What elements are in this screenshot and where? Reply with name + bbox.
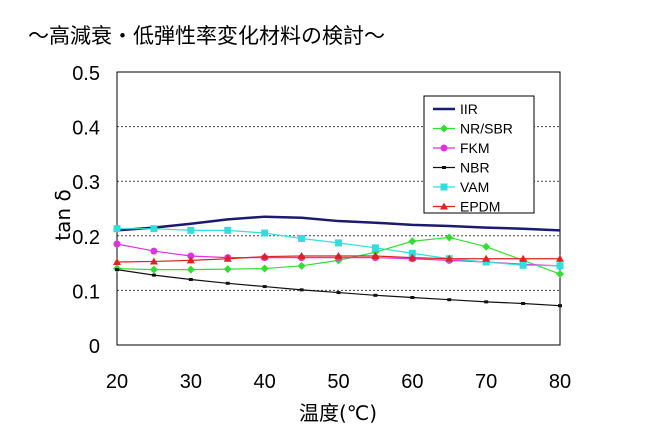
data-point-vam xyxy=(519,261,527,269)
y-tick-label: 0 xyxy=(89,336,100,358)
legend-marker-nbr xyxy=(442,166,446,169)
data-point-nrsbr xyxy=(408,237,417,246)
x-axis-label: 温度(℃) xyxy=(299,401,377,425)
data-point-nbr xyxy=(115,268,119,272)
data-point-nbr xyxy=(262,285,267,289)
x-tick-label: 70 xyxy=(475,371,497,393)
data-point-fkm xyxy=(187,252,195,260)
chart-title: ～高減衰・低弾性率変化材料の検討～ xyxy=(28,24,385,48)
x-tick-label: 50 xyxy=(327,371,349,393)
data-point-epdm xyxy=(482,254,491,262)
legend-label-nrsbr: NR/SBR xyxy=(460,121,513,137)
data-point-vam xyxy=(187,226,195,234)
x-tick-label: 20 xyxy=(106,371,128,393)
data-point-nrsbr xyxy=(260,264,269,273)
plot-frame xyxy=(116,71,561,346)
data-point-epdm xyxy=(149,257,158,265)
y-tick-label: 0.4 xyxy=(72,118,100,140)
x-tick-label: 80 xyxy=(549,371,571,393)
legend-marker-nrsbr xyxy=(440,124,448,133)
data-point-nrsbr xyxy=(445,233,454,242)
data-point-epdm xyxy=(223,254,232,262)
data-point-vam xyxy=(150,225,158,233)
data-point-epdm xyxy=(371,252,380,260)
x-tick-label: 40 xyxy=(254,371,276,393)
data-point-vam xyxy=(261,229,269,237)
data-point-vam xyxy=(224,226,232,234)
data-point-fkm xyxy=(150,247,158,255)
data-point-epdm xyxy=(334,252,343,260)
data-point-nrsbr xyxy=(482,242,491,251)
data-point-epdm xyxy=(408,253,417,261)
series-line-iir xyxy=(116,215,561,232)
data-point-vam xyxy=(371,244,379,252)
data-point-fkm xyxy=(113,240,121,248)
data-point-vam xyxy=(113,225,121,233)
x-tick-label: 60 xyxy=(401,371,423,393)
data-point-vam xyxy=(335,239,342,247)
data-point-nbr xyxy=(447,298,452,302)
y-tick-label: 0.1 xyxy=(72,281,100,303)
legend-label-vam: VAM xyxy=(460,179,489,195)
data-point-vam xyxy=(298,235,306,243)
data-point-nbr xyxy=(225,281,230,285)
y-tick-label: 0.2 xyxy=(72,227,100,249)
data-point-nbr xyxy=(373,293,378,297)
data-point-nrsbr xyxy=(149,265,158,274)
x-tick-label: 30 xyxy=(180,371,202,393)
legend-label-epdm: EPDM xyxy=(460,199,500,215)
data-point-epdm xyxy=(260,252,269,260)
data-point-epdm xyxy=(519,254,528,262)
legend-marker-vam xyxy=(440,183,448,191)
data-point-vam xyxy=(482,258,490,266)
legend-label-iir: IIR xyxy=(460,101,478,117)
y-tick-label: 0.3 xyxy=(72,172,100,194)
y-tick-label: 0.5 xyxy=(72,63,100,85)
legend-marker-epdm xyxy=(440,202,448,210)
data-point-nbr xyxy=(521,302,526,306)
data-point-vam xyxy=(556,262,564,270)
data-point-nrsbr xyxy=(223,265,232,274)
legend-box xyxy=(423,95,535,214)
data-point-epdm xyxy=(297,252,306,260)
legend-label-nbr: NBR xyxy=(460,160,490,176)
data-point-nbr xyxy=(410,295,415,299)
data-point-epdm xyxy=(445,254,454,262)
data-point-epdm xyxy=(113,258,121,266)
data-point-nbr xyxy=(336,291,341,295)
data-point-nrsbr xyxy=(186,265,195,274)
legend-marker-fkm xyxy=(440,144,448,152)
data-point-epdm xyxy=(556,254,564,262)
series-line-nbr xyxy=(116,269,561,307)
data-point-nbr xyxy=(188,277,193,281)
y-axis-label: tan δ xyxy=(51,189,75,240)
data-point-nbr xyxy=(151,273,156,277)
data-point-epdm xyxy=(186,256,195,264)
data-point-nbr xyxy=(558,304,562,308)
data-point-nbr xyxy=(299,288,304,292)
data-point-nrsbr xyxy=(297,261,306,270)
data-point-nbr xyxy=(484,300,489,304)
data-point-vam xyxy=(408,249,416,257)
data-point-nrsbr xyxy=(556,270,564,279)
legend-label-fkm: FKM xyxy=(460,140,490,156)
